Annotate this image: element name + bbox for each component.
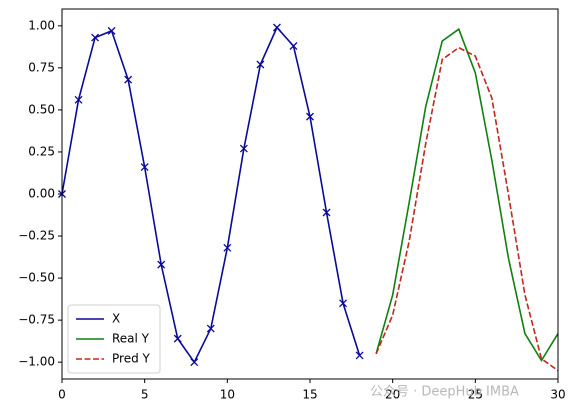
marker (355, 351, 364, 360)
marker (107, 26, 116, 35)
marker (289, 42, 298, 50)
x-tick-label: 10 (220, 388, 235, 402)
marker (91, 33, 100, 42)
x-tick-label: 5 (141, 388, 149, 402)
marker (173, 334, 182, 343)
legend-box (67, 304, 161, 374)
y-tick-label: 0.50 (28, 102, 55, 116)
y-tick-label: 0.25 (28, 144, 55, 158)
y-tick-label: −1.00 (18, 355, 55, 369)
marker (223, 243, 232, 252)
marker (256, 60, 265, 69)
x-tick-label: 0 (58, 388, 66, 402)
watermark: 公众号 · DeepHub IMBA (370, 385, 519, 400)
y-tick-label: −0.75 (18, 313, 55, 327)
marker (124, 75, 133, 84)
legend-label: Pred Y (112, 352, 151, 366)
series-line (375, 46, 558, 372)
marker (157, 260, 166, 269)
y-tick-label: 0.00 (28, 187, 55, 201)
marker (272, 23, 281, 32)
x-tick-label: 25 (468, 388, 483, 402)
x-tick-label: 15 (302, 388, 317, 402)
x-tick-label: 20 (385, 388, 400, 402)
y-tick-label: −0.50 (18, 271, 55, 285)
marker (306, 112, 314, 121)
marker (190, 358, 199, 367)
x-tick-label: 30 (550, 388, 565, 402)
marker (140, 163, 149, 172)
series-line (375, 27, 558, 363)
legend-label: X (112, 312, 120, 326)
marker (339, 299, 348, 308)
marker (239, 144, 248, 153)
marker (206, 324, 215, 333)
marker (322, 208, 331, 217)
y-tick-label: 1.00 (28, 18, 55, 32)
y-tick-label: 0.75 (28, 60, 55, 74)
legend-label: Real Y (112, 332, 150, 346)
marker (74, 95, 83, 104)
plot-frame (61, 8, 559, 380)
y-tick-label: −0.25 (18, 229, 55, 243)
